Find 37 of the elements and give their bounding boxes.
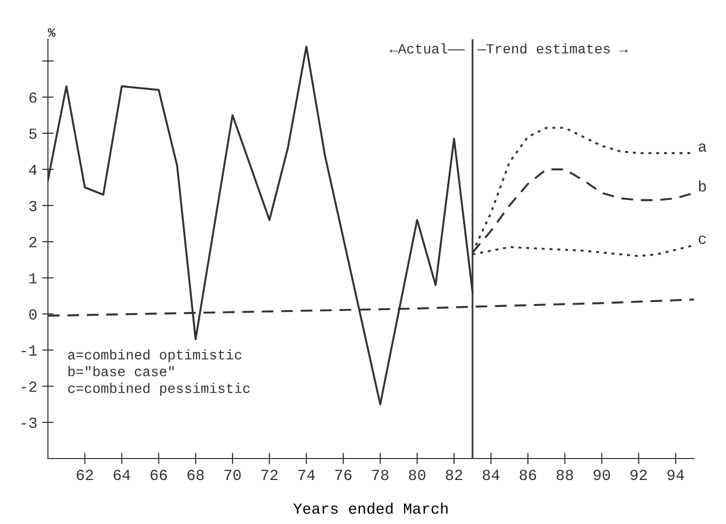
annotation: —Trend estimates → [478, 43, 628, 54]
x-tick-label: 70 [224, 470, 241, 480]
x-tick-label: 74 [298, 470, 315, 480]
y-axis-title: % [48, 28, 56, 37]
annotation: b="base case" [68, 366, 174, 376]
y-tick-label: -3 [22, 418, 37, 428]
x-tick-label: 76 [335, 470, 352, 480]
y-tick-label: 3 [29, 200, 37, 212]
series-label: a [698, 143, 706, 152]
x-tick-label: 64 [114, 470, 130, 480]
y-tick-label: 5 [29, 128, 37, 139]
x-tick-label: 86 [520, 470, 536, 480]
x-tick-label: 88 [556, 470, 573, 480]
x-tick-label: 80 [408, 470, 426, 480]
series-label: c [698, 236, 706, 244]
x-axis-title: Years ended March [293, 502, 448, 514]
annotation: c=combined pessimistic [68, 382, 250, 396]
annotation: a=combined optimistic [68, 349, 242, 362]
annotation: ←Actual—— [390, 43, 465, 54]
y-tick-label: 6 [29, 92, 37, 103]
x-tick-label: 94 [667, 470, 684, 480]
x-tick-label: 66 [150, 470, 167, 480]
y-tick-label: 0 [29, 309, 37, 320]
y-tick-label: -2 [22, 382, 36, 392]
x-tick-label: 90 [594, 470, 610, 480]
y-tick-label: -1 [22, 346, 37, 356]
x-tick-label: 78 [372, 470, 388, 480]
y-tick-label: 1 [29, 273, 37, 284]
series-label: b [699, 180, 706, 192]
x-tick-label: 82 [446, 470, 462, 480]
x-tick-label: 92 [630, 470, 647, 480]
x-tick-label: 68 [188, 470, 204, 480]
y-tick-label: 4 [29, 164, 37, 175]
x-tick-label: 72 [261, 470, 278, 480]
y-tick-label: 2 [29, 236, 36, 248]
x-tick-label: 84 [482, 470, 500, 480]
x-tick-label: 62 [76, 470, 93, 480]
